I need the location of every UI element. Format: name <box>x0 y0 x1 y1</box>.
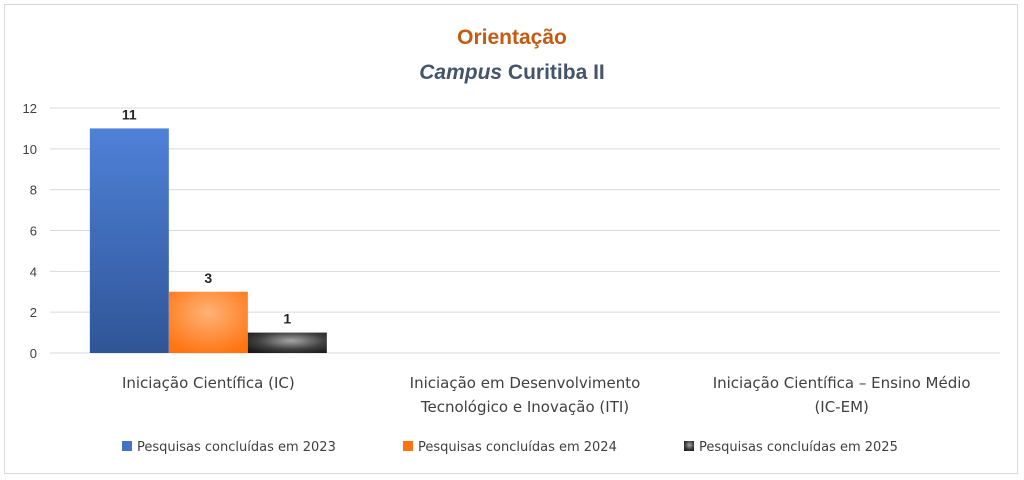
x-category-label: (IC-EM) <box>814 398 868 416</box>
y-axis: 0 2 4 6 8 10 12 <box>23 101 37 361</box>
legend-swatch <box>403 441 413 451</box>
data-label: 3 <box>204 270 212 286</box>
x-axis: Iniciação Científica (IC) Iniciação em De… <box>122 374 971 416</box>
y-tick-label: 8 <box>30 183 37 198</box>
legend-swatch <box>122 441 132 451</box>
bars: 11 3 1 <box>89 106 327 353</box>
bar <box>89 128 169 353</box>
legend-label: Pesquisas concluídas em 2023 <box>137 440 336 455</box>
legend-label: Pesquisas concluídas em 2025 <box>699 440 898 455</box>
chart-frame <box>4 4 1018 474</box>
x-category-label: Iniciação Científica (IC) <box>122 374 295 392</box>
data-label: 1 <box>283 311 291 327</box>
legend-label: Pesquisas concluídas em 2024 <box>418 440 617 455</box>
y-tick-label: 0 <box>30 346 37 361</box>
legend-swatch <box>684 441 694 451</box>
data-label: 11 <box>122 106 137 122</box>
chart-title: Orientação <box>457 26 567 49</box>
chart-subtitle: Campus Curitiba II <box>419 61 605 84</box>
y-tick-label: 6 <box>30 224 37 239</box>
x-category-label: Tecnológico e Inovação (ITI) <box>420 398 629 416</box>
bar <box>168 291 248 353</box>
y-tick-label: 2 <box>30 305 37 320</box>
x-category-label: Iniciação Científica – Ensino Médio <box>713 374 971 392</box>
y-tick-label: 12 <box>23 101 37 116</box>
y-tick-label: 10 <box>23 142 37 157</box>
bar <box>247 332 327 353</box>
chart-subtitle-italic: Campus <box>419 61 502 84</box>
chart-subtitle-rest: Curitiba II <box>502 61 605 84</box>
x-category-label: Iniciação em Desenvolvimento <box>410 374 641 392</box>
y-tick-label: 4 <box>30 264 37 279</box>
legend: Pesquisas concluídas em 2023 Pesquisas co… <box>122 440 898 455</box>
